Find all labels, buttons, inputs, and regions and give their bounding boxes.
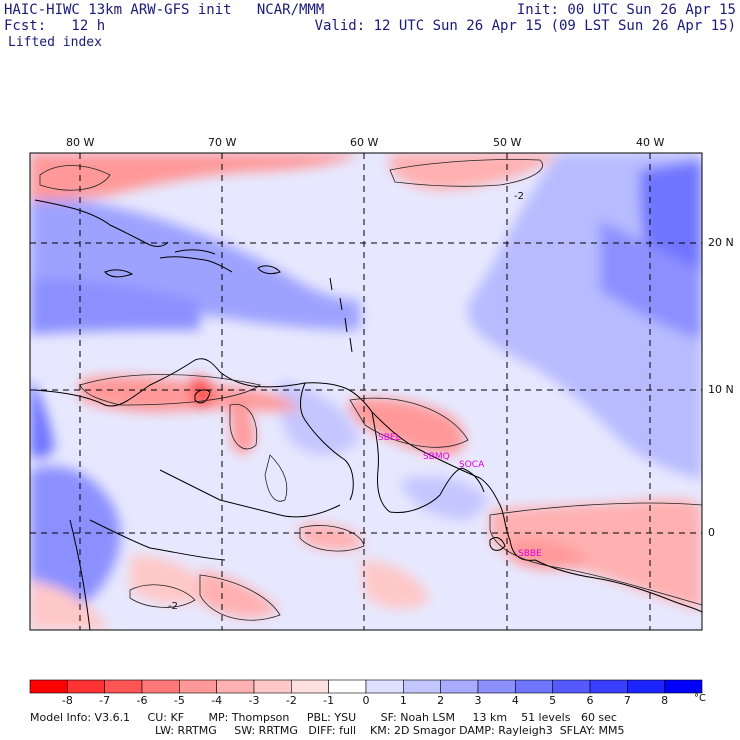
colorbar-swatch <box>365 679 404 694</box>
map-frame <box>29 152 703 631</box>
lat-label-0: 0 <box>708 526 715 539</box>
lon-label-60w: 60 W <box>350 136 379 149</box>
lat-label-10n: 10 N <box>708 383 734 396</box>
colorbar <box>29 679 703 694</box>
colorbar-tick-label: -6 <box>136 694 148 707</box>
coastlines <box>34 199 702 630</box>
lon-label-40w: 40 W <box>636 136 665 149</box>
field-name: Lifted index <box>8 35 102 50</box>
colorbar-tick-label: -3 <box>248 694 260 707</box>
contour-label: -2 <box>514 191 524 202</box>
colorbar-tick-label: -8 <box>61 694 73 707</box>
colorbar-tick-label: 7 <box>623 694 631 707</box>
colorbar-swatch <box>440 679 479 694</box>
station-label-sbmq: SBMQ <box>423 452 450 462</box>
colorbar-swatch <box>104 679 143 694</box>
colorbar-tick-label: -4 <box>211 694 223 707</box>
colorbar-tick-label: 8 <box>661 694 669 707</box>
lon-label-70w: 70 W <box>208 136 237 149</box>
colorbar-tick-label: 3 <box>474 694 482 707</box>
colorbar-tick-label: -1 <box>323 694 335 707</box>
model-info-line2: LW: RRTMG SW: RRTMG DIFF: full KM: 2D Sm… <box>155 724 625 737</box>
valid-time: Valid: 12 UTC Sun 26 Apr 15 (09 LST Sun … <box>314 18 736 34</box>
station-label-sbbe: SBBE <box>518 549 542 559</box>
colorbar-swatch <box>141 679 180 694</box>
colorbar-swatch <box>515 679 553 694</box>
colorbar-swatch <box>67 679 105 694</box>
model-info-line1: Model Info: V3.6.1 CU: KF MP: Thompson P… <box>30 711 617 724</box>
colorbar-tick-label: -7 <box>99 694 111 707</box>
contour-label: -2 <box>168 601 178 612</box>
colorbar-swatch <box>29 679 68 694</box>
station-label-sbel: SBEL <box>378 433 401 443</box>
colorbar-swatch <box>589 679 628 694</box>
lat-lon-grid <box>30 153 702 630</box>
colorbar-tick-label: -2 <box>285 694 297 707</box>
lon-label-80w: 80 W <box>66 136 95 149</box>
colorbar-tick-label: 6 <box>586 694 594 707</box>
lat-label-20n: 20 N <box>708 236 734 249</box>
colorbar-swatch <box>403 679 441 694</box>
colorbar-swatch <box>253 679 292 694</box>
colorbar-swatch <box>552 679 591 694</box>
colorbar-swatch <box>216 679 255 694</box>
init-time: Init: 00 UTC Sun 26 Apr 15 <box>516 2 736 18</box>
colorbar-unit: °C <box>694 693 706 704</box>
colorbar-tick-label: 1 <box>399 694 407 707</box>
station-label-soca: SOCA <box>459 460 485 470</box>
lon-label-50w: 50 W <box>493 136 522 149</box>
colorbar-swatch <box>179 679 217 694</box>
colorbar-tick-label: 2 <box>437 694 445 707</box>
colorbar-swatch <box>627 679 665 694</box>
colorbar-swatch <box>328 679 367 694</box>
forecast-hour: Fcst: 12 h <box>4 18 106 34</box>
lifted-index-field <box>30 153 702 630</box>
colorbar-tick-label: 0 <box>362 694 370 707</box>
colorbar-tick-label: -5 <box>173 694 185 707</box>
model-title: HAIC-HIWC 13km ARW-GFS init NCAR/MMM <box>4 2 325 18</box>
contour-lines <box>39 159 702 621</box>
colorbar-swatch <box>664 679 703 694</box>
colorbar-tick-label: 5 <box>549 694 557 707</box>
colorbar-tick-label: 4 <box>511 694 519 707</box>
colorbar-swatch <box>291 679 329 694</box>
colorbar-swatch <box>477 679 516 694</box>
